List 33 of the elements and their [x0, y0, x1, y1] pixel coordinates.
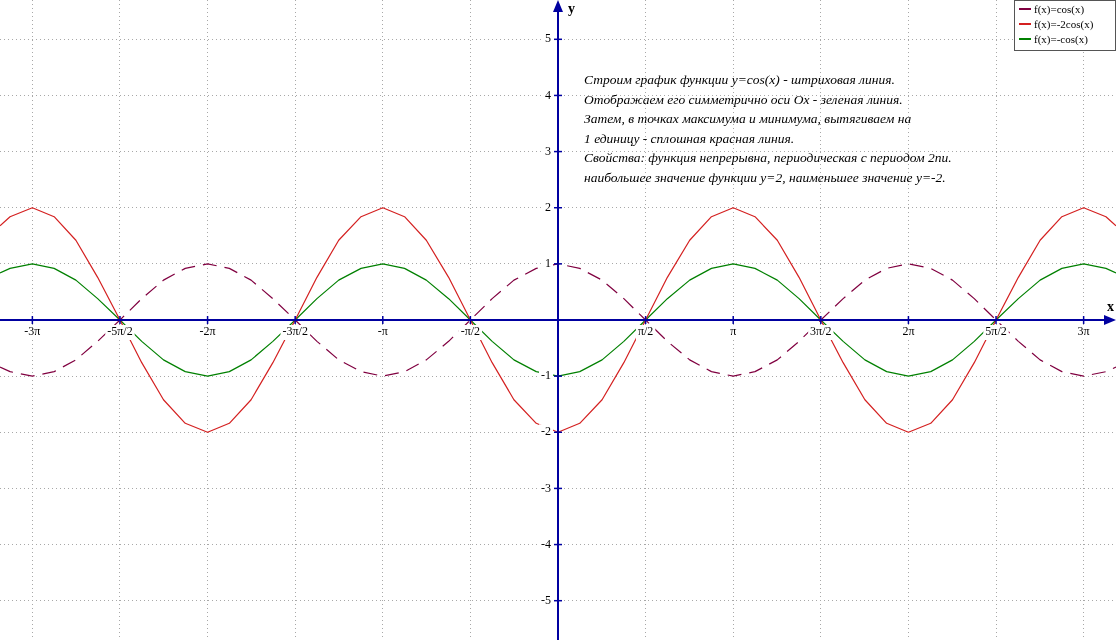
y-tick-label: 2 — [545, 199, 551, 214]
y-tick-label: -5 — [541, 592, 551, 607]
x-tick-label: π/2 — [637, 324, 654, 339]
y-tick-label: -2 — [541, 424, 551, 439]
x-tick-label: -π — [377, 324, 388, 339]
x-axis-title: x — [1107, 298, 1114, 314]
x-tick-label: -π/2 — [460, 324, 481, 339]
x-tick-label: -3π/2 — [282, 324, 308, 339]
legend-label: f(x)=cos(x) — [1034, 3, 1085, 15]
annotation: Затем, в точках максимума и минимума, вытягиваем на — [584, 110, 913, 128]
annotation: Строим график функции y=cos(x) - штриховая линия. — [584, 71, 896, 89]
x-tick-label: -2π — [199, 324, 216, 339]
y-axis-title: y — [568, 0, 575, 16]
legend-label: f(x)=-2cos(x) — [1034, 18, 1094, 30]
annotation: Отображаем его симметрично оси Ox - зеленая линия. — [584, 90, 904, 109]
legend-label: f(x)=-cos(x) — [1034, 33, 1088, 45]
y-tick-label: 5 — [545, 31, 551, 46]
annotation: Свойства: функция непрерывна, периодическая с периодом 2пи. — [584, 149, 952, 167]
x-tick-label: 3π — [1077, 324, 1090, 339]
x-tick-label: π — [730, 324, 737, 339]
x-tick-label: 3π/2 — [810, 324, 832, 339]
y-tick-label: -4 — [541, 536, 551, 551]
y-tick-label: -3 — [541, 480, 551, 495]
x-tick-label: -5π/2 — [107, 324, 133, 339]
x-tick-label: 2π — [902, 324, 915, 339]
y-tick-label: 4 — [545, 87, 551, 102]
y-tick-label: 1 — [545, 256, 551, 271]
annotation: 1 единицу - сплошная красная линия. — [584, 129, 796, 148]
y-tick-label: -1 — [541, 368, 551, 383]
x-tick-label: 5π/2 — [985, 324, 1007, 339]
y-tick-label: 3 — [545, 143, 551, 158]
x-tick-label: -3π — [24, 324, 41, 339]
annotation: наибольшее значение функции y=2, наименьшее значение y=-2. — [584, 168, 947, 187]
